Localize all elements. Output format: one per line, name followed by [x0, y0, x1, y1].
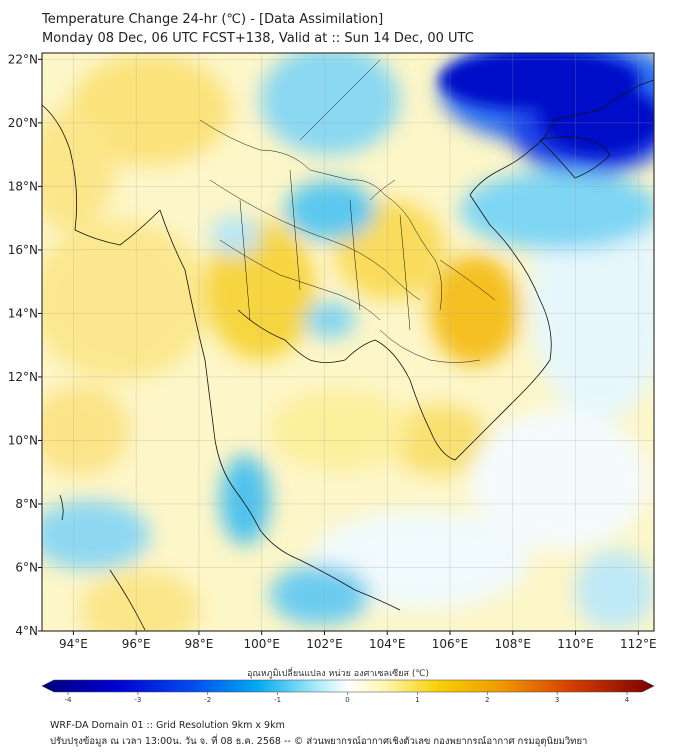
- colorbar-tick-label: 4: [625, 696, 630, 704]
- colorbar-tick-label: -3: [134, 696, 141, 704]
- lon-tick-label: 108°E: [495, 637, 532, 651]
- lon-tick-label: 96°E: [122, 637, 151, 651]
- map-title: Temperature Change 24-hr (℃) - [Data Ass…: [42, 12, 384, 27]
- lat-tick-label: 4°N: [15, 624, 38, 638]
- lat-tick-label: 12°N: [8, 370, 38, 384]
- lon-tick-label: 98°E: [184, 637, 213, 651]
- admin-borders: [199, 59, 496, 363]
- map-subtitle: Monday 08 Dec, 06 UTC FCST+138, Valid at…: [42, 31, 474, 46]
- colorbar-tick-label: -4: [65, 696, 73, 704]
- latitude-axis: 22°N 20°N 18°N 16°N 14°N 12°N 10°N 8°N 6°N 4°N: [8, 52, 42, 638]
- lat-tick-label: 16°N: [8, 243, 38, 257]
- lon-tick-label: 100°E: [243, 637, 280, 651]
- lon-tick-label: 102°E: [306, 637, 343, 651]
- colorbar-tick-label: 0: [345, 696, 349, 704]
- lat-tick-label: 14°N: [8, 306, 38, 320]
- lon-tick-label: 112°E: [620, 637, 657, 651]
- colorbar-label: อุณหภูมิเปลี่ยนแปลง หน่วย องศาเซลเซียส (…: [246, 669, 430, 679]
- lat-tick-label: 8°N: [15, 497, 38, 511]
- colorbar-tick-label: 2: [485, 696, 489, 704]
- lat-tick-label: 6°N: [15, 560, 38, 574]
- lat-tick-label: 22°N: [8, 52, 38, 66]
- lon-tick-label: 104°E: [369, 637, 406, 651]
- colorbar-tick-label: -2: [204, 696, 211, 704]
- lat-tick-label: 18°N: [8, 179, 38, 193]
- footer-credits: ปรับปรุงข้อมูล ณ เวลา 13:00น. วัน จ. ที่…: [50, 736, 588, 747]
- lon-tick-label: 94°E: [59, 637, 88, 651]
- colorbar-tick-label: 1: [415, 696, 419, 704]
- lon-tick-label: 106°E: [432, 637, 469, 651]
- colorbar: -4 -3 -2 -1 0 1 2 3 4: [41, 679, 655, 704]
- lat-tick-label: 10°N: [8, 433, 38, 447]
- temperature-field: [42, 53, 654, 631]
- plot-frame: [41, 52, 655, 632]
- lon-tick-label: 110°E: [557, 637, 594, 651]
- longitude-axis: 94°E 96°E 98°E 100°E 102°E 104°E 106°E 108°E 110…: [59, 631, 657, 651]
- colorbar-tick-label: -1: [274, 696, 281, 704]
- footer-model-info: WRF-DA Domain 01 :: Grid Resolution 9km …: [50, 720, 285, 731]
- colorbar-tick-label: 3: [555, 696, 559, 704]
- coastlines: [42, 79, 654, 631]
- lat-tick-label: 20°N: [8, 116, 38, 130]
